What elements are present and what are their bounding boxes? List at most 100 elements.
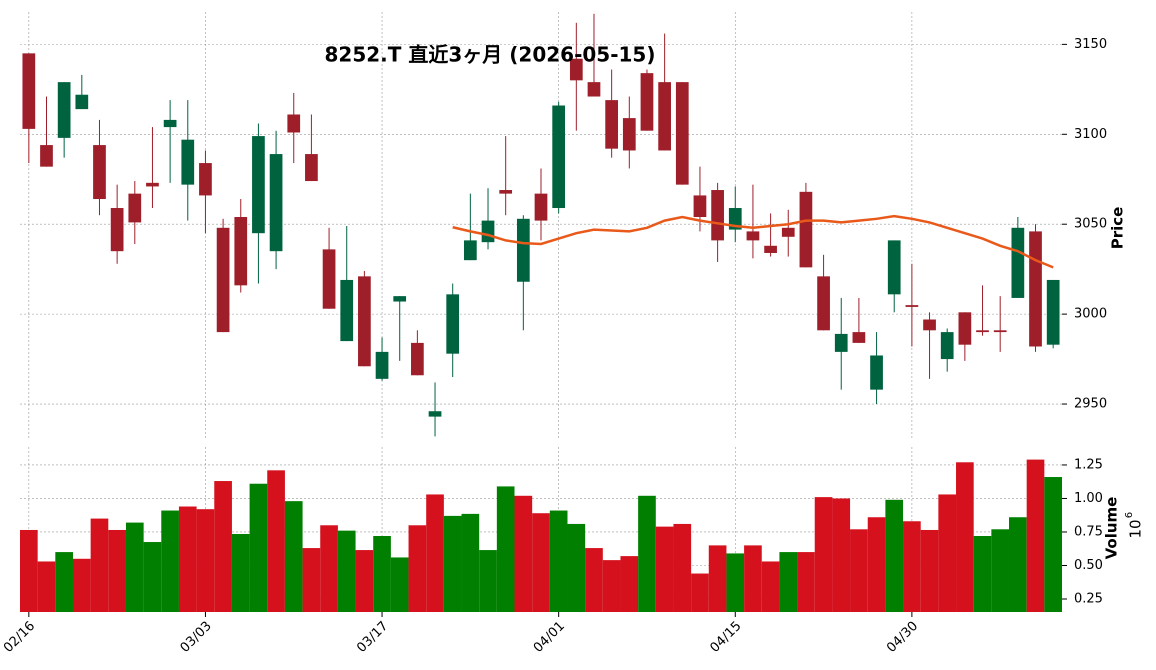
volume-bar xyxy=(850,529,868,612)
volume-bar xyxy=(443,515,462,612)
candle-body xyxy=(322,249,336,309)
candle-body xyxy=(40,145,53,167)
volume-bar xyxy=(938,494,957,612)
candle-body xyxy=(587,82,601,97)
candle-body xyxy=(269,154,283,252)
volume-bar xyxy=(567,523,586,612)
candle-body xyxy=(887,240,901,295)
candle-body xyxy=(110,208,124,252)
volume-bar xyxy=(196,509,215,612)
volume-bar xyxy=(744,545,762,612)
candle-body xyxy=(993,330,1007,333)
volume-bar xyxy=(655,526,674,612)
candle-body xyxy=(411,342,424,376)
candle-body xyxy=(852,332,866,343)
candle-body xyxy=(393,296,407,302)
volume-bar xyxy=(991,529,1010,612)
candle-body xyxy=(234,217,248,286)
volume-bar xyxy=(885,499,904,612)
candle-body xyxy=(640,73,654,131)
candle-body xyxy=(746,231,760,241)
volume-bar xyxy=(832,498,851,612)
candle-body xyxy=(1029,231,1042,347)
volume-bar xyxy=(125,522,144,612)
volume-bar xyxy=(673,523,692,612)
volume-bar xyxy=(20,529,38,612)
volume-bar xyxy=(691,573,709,612)
candle-body xyxy=(940,332,954,360)
volume-bar xyxy=(585,548,603,612)
y2-tick-label: 0.25 xyxy=(1074,591,1103,606)
volume-bar xyxy=(284,501,303,612)
candle-body xyxy=(93,145,106,200)
volume-bar xyxy=(479,550,497,612)
candle-body xyxy=(976,330,989,333)
candle-body xyxy=(428,411,442,417)
y2-tick-label: 1.00 xyxy=(1074,491,1103,506)
y2-axis-label: Volume xyxy=(1103,497,1121,560)
candle-body xyxy=(305,154,318,182)
candle-body xyxy=(146,182,159,187)
candle-body xyxy=(817,276,830,331)
candle-body xyxy=(375,351,389,379)
volume-bar xyxy=(1009,517,1027,612)
candle-body xyxy=(481,220,495,243)
volume-bar xyxy=(461,513,480,612)
volume-bar xyxy=(373,536,391,612)
volume-bar xyxy=(143,542,162,612)
volume-bar xyxy=(726,553,745,612)
x-tick-label: 03/17 xyxy=(354,619,391,656)
candle-body xyxy=(128,193,142,223)
candle-body xyxy=(181,139,195,185)
candle-body xyxy=(22,53,36,129)
volume-bar xyxy=(532,513,550,612)
chart-title: 8252.T 直近3ヶ月 (2026-05-15) xyxy=(325,43,656,67)
candle-body xyxy=(923,319,936,331)
candle-body xyxy=(870,355,883,390)
candle-body xyxy=(534,193,548,221)
candle-body xyxy=(287,114,301,133)
y-tick-label: 3050 xyxy=(1074,217,1107,232)
y-tick-label: 3100 xyxy=(1074,127,1107,142)
volume-bar xyxy=(178,506,197,612)
volume-bar xyxy=(72,558,91,612)
volume-bar xyxy=(973,536,992,612)
y2-offset-base: 10 xyxy=(1127,519,1145,538)
candle-body xyxy=(1011,227,1025,298)
volume-bar xyxy=(602,560,621,612)
y2-offset: 10 6 xyxy=(1124,512,1145,539)
volume-bar xyxy=(390,557,409,612)
x-tick-label: 03/03 xyxy=(178,619,215,656)
volume-bar xyxy=(549,510,568,612)
volume-bar xyxy=(302,548,321,612)
candle-body xyxy=(446,294,460,354)
volume-bar xyxy=(867,517,886,612)
volume-bar xyxy=(903,521,921,612)
volume-bar xyxy=(920,529,939,612)
candle-body xyxy=(1046,279,1060,345)
volume-bar xyxy=(37,561,56,612)
volume-bar xyxy=(708,545,727,612)
candle-body xyxy=(163,119,177,128)
candle-body xyxy=(569,58,583,81)
candle-body xyxy=(75,94,89,110)
y-axis-label: Price xyxy=(1109,207,1127,250)
volume-bar xyxy=(956,462,974,612)
y-tick-label: 2950 xyxy=(1074,397,1107,412)
y2-tick-label: 0.50 xyxy=(1074,558,1103,573)
y-tick-label: 3150 xyxy=(1074,37,1107,52)
x-tick-label: 04/15 xyxy=(707,619,744,656)
candle-body xyxy=(552,105,566,209)
volume-bar xyxy=(1044,477,1062,612)
candle-body xyxy=(499,190,513,194)
candle-body xyxy=(252,136,265,234)
volume-bar xyxy=(408,525,427,612)
candle-body xyxy=(728,208,742,230)
volume-bar xyxy=(90,518,109,612)
candle-body xyxy=(764,245,777,253)
y2-offset-exponent: 6 xyxy=(1124,512,1135,518)
candle-body xyxy=(958,312,972,345)
volume-bar xyxy=(779,552,798,612)
candle-body xyxy=(199,163,212,196)
